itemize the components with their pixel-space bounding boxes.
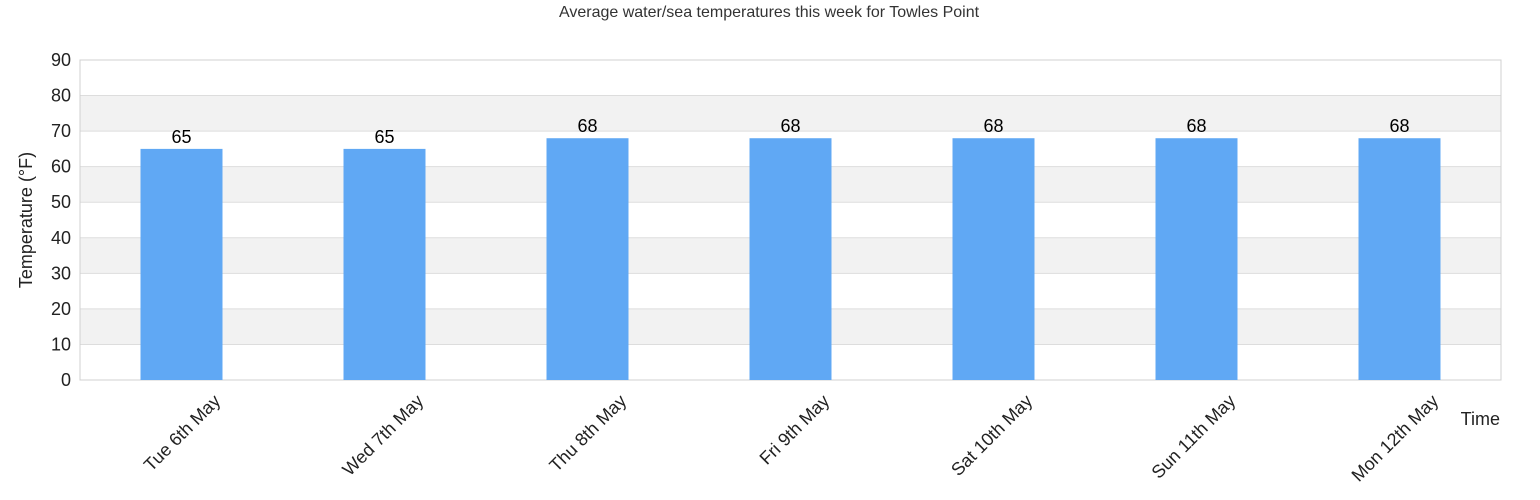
bar [952,138,1035,380]
bar [1155,138,1238,380]
x-axis-title: Time [1461,409,1500,429]
bar [140,148,223,380]
bar-value-label: 68 [577,116,597,136]
plot-band [80,95,1501,132]
x-axis-ticks: Tue 6th May Wed 7th May Thu 8th May Fri 9th… [140,391,1442,486]
bar-value-label: 68 [780,116,800,136]
x-tick-label: Tue 6th May [140,391,224,475]
data-labels: 65 65 68 68 68 68 68 [171,116,1409,147]
x-tick-label: Fri 9th May [756,391,834,469]
bar [343,148,426,380]
y-tick-label: 30 [51,263,71,283]
bar-value-label: 68 [1186,116,1206,136]
y-axis-title: Temperature (°F) [16,152,36,288]
chart-title: Average water/sea temperatures this week… [559,4,980,21]
y-tick-label: 80 [51,86,71,106]
y-tick-label: 40 [51,228,71,248]
bar [546,138,629,380]
bar-value-label: 68 [1389,116,1409,136]
bar-value-label: 65 [171,127,191,147]
y-axis-ticks: 0 10 20 30 40 50 60 70 80 90 [51,50,71,390]
bars [140,138,1441,380]
x-tick-label: Thu 8th May [545,391,630,476]
y-tick-label: 20 [51,299,71,319]
bar [749,138,832,380]
bar [1358,138,1441,380]
x-tick-label: Sun 11th May [1148,391,1240,483]
x-tick-label: Sat 10th May [947,391,1036,480]
bar-value-label: 68 [983,116,1003,136]
bar-value-label: 65 [374,127,394,147]
y-tick-label: 10 [51,334,71,354]
y-tick-label: 70 [51,121,71,141]
x-tick-label: Mon 12th May [1348,391,1443,486]
y-tick-label: 0 [61,370,71,390]
y-tick-label: 90 [51,50,71,70]
y-tick-label: 60 [51,157,71,177]
x-tick-label: Wed 7th May [338,391,427,480]
y-tick-label: 50 [51,192,71,212]
